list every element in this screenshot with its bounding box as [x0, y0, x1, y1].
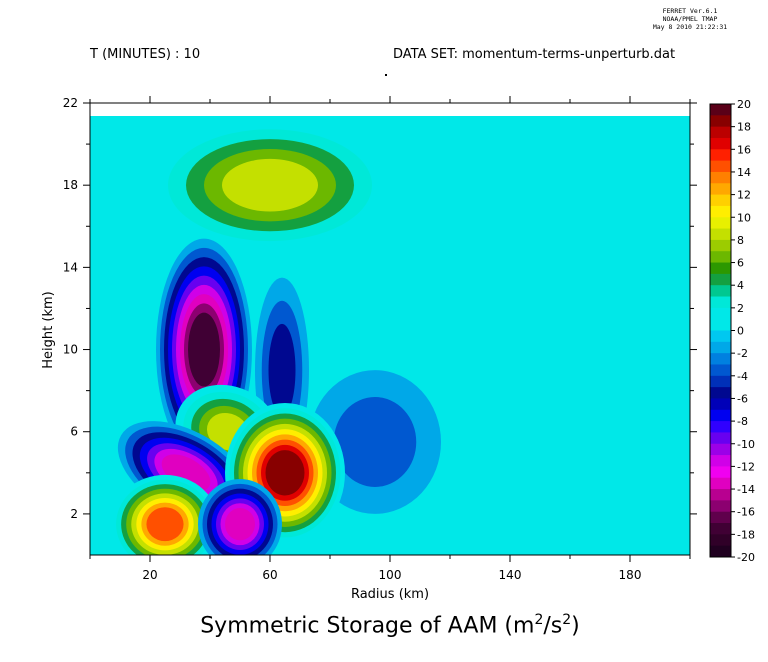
colorbar-swatch	[710, 319, 731, 331]
colorbar-swatch	[710, 251, 731, 264]
colorbar-swatch	[710, 228, 731, 241]
colorbar-label: 4	[737, 279, 744, 292]
colorbar-swatch	[710, 466, 731, 479]
colorbar-swatch	[710, 432, 731, 445]
colorbar-label: 12	[737, 189, 751, 202]
colorbar-swatch	[710, 149, 731, 162]
colorbar-label: -16	[737, 506, 755, 519]
dot-marker	[385, 74, 387, 76]
colorbar-label: -2	[737, 347, 748, 360]
x-tick-label: 20	[142, 568, 157, 582]
x-axis-label: Radius (km)	[351, 587, 429, 602]
colorbar: 20181614121086420-2-4-6-8-10-12-14-16-18…	[709, 98, 755, 564]
ferret-version: FERRET Ver.6.1	[662, 7, 718, 15]
colorbar-swatch	[710, 171, 731, 184]
colorbar-swatch	[710, 398, 731, 411]
title-mid: /s	[543, 613, 563, 639]
title-sup-2: 2	[562, 612, 572, 628]
x-tick-label: 180	[619, 568, 642, 582]
y-axis-label: Height (km)	[41, 291, 56, 368]
colorbar-swatch	[710, 443, 731, 456]
title-sup-1: 2	[534, 612, 544, 628]
y-tick-label: 18	[63, 178, 78, 192]
y-tick-label: 22	[63, 96, 78, 110]
chart-title: Symmetric Storage of AAM (m2/s2)	[0, 612, 768, 638]
axis-ticks: 20 60 100 140 180 2 6 10 14 18 22	[63, 96, 697, 582]
colorbar-swatch	[710, 364, 731, 377]
colorbar-swatch	[710, 115, 731, 128]
colorbar-swatch	[710, 477, 731, 490]
colorbar-swatch	[710, 409, 731, 422]
colorbar-label: -18	[737, 528, 755, 541]
colorbar-swatch	[710, 455, 731, 467]
x-tick-label: 140	[499, 568, 522, 582]
colorbar-label: -4	[737, 370, 748, 383]
colorbar-label: -8	[737, 415, 748, 428]
colorbar-label: 18	[737, 121, 751, 134]
contour-level	[265, 450, 305, 496]
colorbar-swatch	[710, 523, 731, 535]
colorbar-label: -14	[737, 483, 755, 496]
colorbar-swatch	[710, 137, 731, 150]
colorbar-swatch	[710, 489, 731, 501]
title-text: Symmetric Storage of AAM (m	[200, 613, 535, 639]
colorbar-swatch	[710, 375, 731, 388]
colorbar-label: 20	[737, 98, 751, 111]
colorbar-swatch	[710, 205, 731, 218]
colorbar-swatch	[710, 217, 731, 230]
colorbar-swatch	[710, 160, 731, 173]
y-tick-label: 2	[70, 507, 78, 521]
x-tick-label: 100	[379, 568, 402, 582]
colorbar-swatch	[710, 341, 731, 354]
colorbar-swatch	[710, 285, 731, 298]
y-tick-label: 10	[63, 343, 78, 357]
colorbar-swatch	[710, 104, 731, 116]
colorbar-label: -10	[737, 438, 755, 451]
contour-level	[225, 508, 255, 541]
ferret-stamp: FERRET Ver.6.1 NOAA/PMEL TMAP May 8 2010…	[630, 7, 750, 31]
dataset-label: DATA SET: momentum-terms-unperturb.dat	[393, 47, 676, 62]
colorbar-label: -6	[737, 392, 748, 405]
colorbar-swatch	[710, 239, 731, 252]
colorbar-label: 8	[737, 234, 744, 247]
x-tick-label: 60	[262, 568, 277, 582]
ferret-date: May 8 2010 21:22:31	[652, 23, 728, 31]
contour-level	[188, 312, 220, 387]
time-label: T (MINUTES) : 10	[90, 47, 201, 62]
colorbar-swatch	[710, 500, 731, 513]
colorbar-label: 6	[737, 257, 744, 270]
colorbar-swatch	[710, 126, 731, 139]
colorbar-swatch	[710, 330, 731, 343]
colorbar-swatch	[710, 353, 731, 365]
contour-level	[222, 158, 318, 212]
colorbar-swatch	[710, 183, 731, 196]
colorbar-swatch	[710, 545, 731, 558]
contour-level	[146, 507, 184, 542]
colorbar-swatch	[710, 307, 731, 320]
colorbar-swatch	[710, 273, 731, 286]
colorbar-swatch	[710, 296, 731, 309]
colorbar-swatch	[710, 387, 731, 399]
colorbar-label: 14	[737, 166, 751, 179]
colorbar-swatch	[710, 194, 731, 207]
colorbar-label: -20	[737, 551, 755, 564]
colorbar-swatch	[710, 421, 731, 433]
colorbar-swatch	[710, 511, 731, 524]
colorbar-label: -12	[737, 460, 755, 473]
contour-level	[268, 323, 296, 417]
colorbar-label: 2	[737, 302, 744, 315]
contour-field	[111, 119, 441, 555]
y-tick-label: 6	[70, 425, 78, 439]
colorbar-label: 16	[737, 143, 751, 156]
title-end: )	[571, 613, 580, 639]
y-tick-label: 14	[63, 260, 78, 274]
colorbar-swatch	[710, 262, 731, 275]
ferret-org: NOAA/PMEL TMAP	[662, 15, 718, 23]
colorbar-label: 10	[737, 211, 751, 224]
contour-level	[333, 397, 417, 487]
colorbar-label: 0	[737, 325, 744, 338]
colorbar-swatch	[710, 534, 731, 547]
